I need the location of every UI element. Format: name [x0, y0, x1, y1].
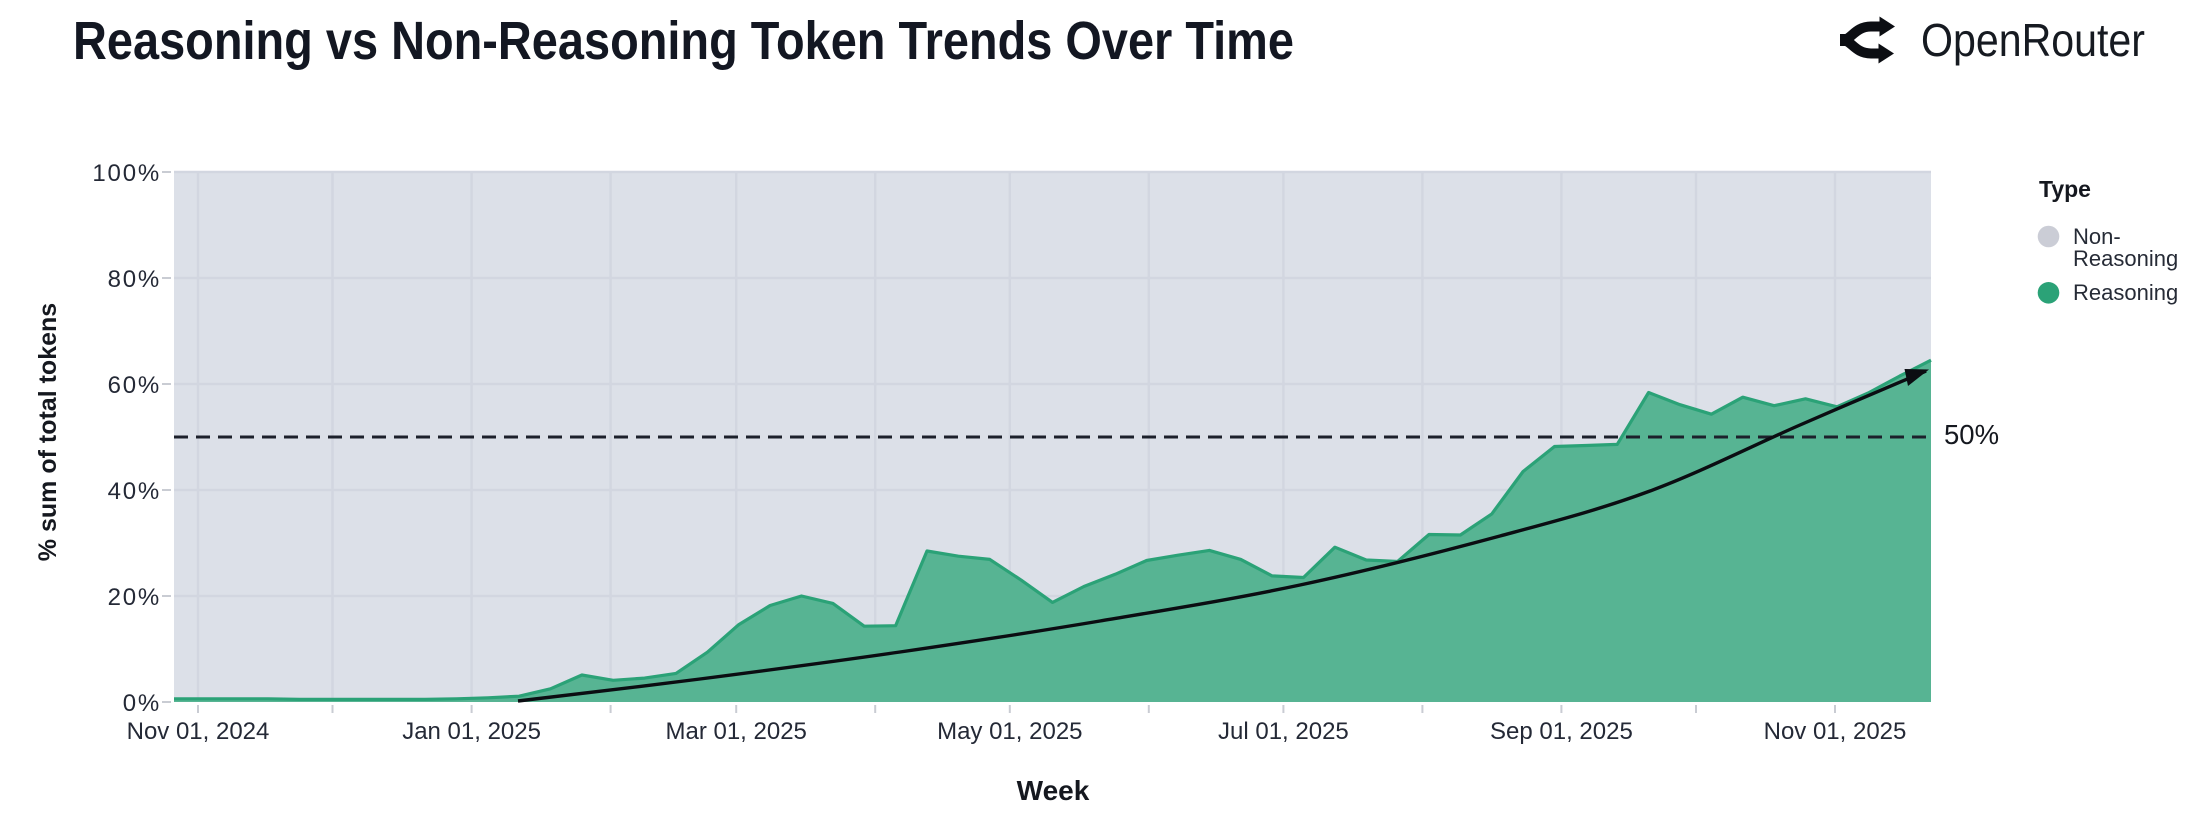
svg-text:Week: Week	[1017, 775, 1090, 806]
svg-text:40%: 40%	[108, 478, 161, 505]
svg-text:Nov 01, 2025: Nov 01, 2025	[1764, 718, 1907, 745]
svg-text:% sum of total tokens: % sum of total tokens	[34, 303, 62, 561]
svg-text:Reasoning vs Non-Reasoning Tok: Reasoning vs Non-Reasoning Token Trends …	[73, 11, 1294, 71]
svg-text:Reasoning: Reasoning	[2073, 280, 2178, 305]
svg-text:Jul 01, 2025: Jul 01, 2025	[1218, 718, 1349, 745]
svg-text:Reasoning: Reasoning	[2073, 246, 2178, 271]
svg-text:50%: 50%	[1944, 419, 1999, 450]
svg-text:May 01, 2025: May 01, 2025	[937, 718, 1082, 745]
svg-text:OpenRouter: OpenRouter	[1921, 14, 2145, 66]
svg-text:Mar 01, 2025: Mar 01, 2025	[665, 718, 806, 745]
svg-text:80%: 80%	[108, 266, 161, 293]
svg-text:20%: 20%	[108, 584, 161, 611]
svg-text:Non-: Non-	[2073, 224, 2121, 249]
svg-text:100%: 100%	[92, 160, 161, 187]
svg-text:60%: 60%	[108, 372, 161, 399]
svg-text:Type: Type	[2039, 176, 2091, 202]
svg-text:Nov 01, 2024: Nov 01, 2024	[127, 718, 270, 745]
svg-text:0%: 0%	[123, 690, 161, 717]
svg-text:Jan 01, 2025: Jan 01, 2025	[402, 718, 541, 745]
svg-text:Sep 01, 2025: Sep 01, 2025	[1490, 718, 1633, 745]
